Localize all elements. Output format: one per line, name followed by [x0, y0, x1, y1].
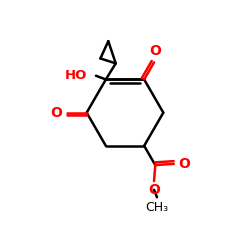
Text: O: O	[178, 157, 190, 171]
Text: O: O	[149, 44, 161, 58]
Text: O: O	[50, 106, 62, 120]
Text: O: O	[148, 183, 160, 197]
Text: HO: HO	[64, 69, 87, 82]
Text: CH₃: CH₃	[146, 201, 169, 214]
